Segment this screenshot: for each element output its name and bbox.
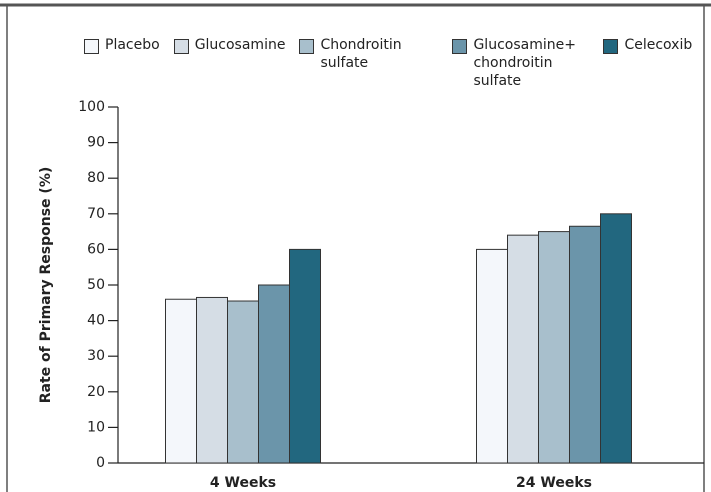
y-axis-label: Rate of Primary Response (%) [38,167,54,404]
y-tick-label: 10 [87,419,105,435]
legend-swatch [173,39,189,54]
bar [258,284,290,464]
legend-label: Glucosamine+ chondroitin sulfate [473,37,576,89]
legend-label: Celecoxib [624,37,693,53]
bar [507,234,539,464]
y-tick-label: 100 [78,99,105,115]
legend-swatch [452,39,468,54]
y-tick-label: 0 [96,455,105,471]
legend-item: Placebo [84,36,160,90]
legend-swatch [84,39,99,54]
bar [569,225,601,464]
legend-item: Glucosamine [173,36,286,90]
legend-swatch [603,39,619,54]
bar [165,298,197,464]
legend-label: Glucosamine [194,37,286,53]
legend-item: Chondroitin sulfate [299,36,438,90]
legend: Placebo Glucosamine Chondroitin sulfate Glu… [84,36,706,90]
y-tick-label: 60 [87,241,105,257]
y-tick-label: 30 [87,348,105,364]
legend-swatch [299,39,315,54]
bar [196,296,228,464]
y-tick-label: 20 [87,384,105,400]
bar [600,213,632,464]
bar [538,231,570,464]
bar [476,248,508,464]
y-tick-label: 70 [87,206,105,222]
legend-label: Chondroitin sulfate [320,37,402,71]
legend-label: Placebo [105,37,160,53]
legend-item: Celecoxib [603,36,692,90]
x-tick-label: 4 Weeks [210,475,276,491]
y-tick-label: 80 [87,170,105,186]
bar [227,300,259,464]
y-tick-label: 50 [87,277,105,293]
y-tick-label: 40 [87,313,105,329]
y-tick-label: 90 [87,135,105,151]
legend-item: Glucosamine+ chondroitin sulfate [452,36,589,90]
bar [289,248,321,464]
x-tick-label: 24 Weeks [516,475,592,491]
